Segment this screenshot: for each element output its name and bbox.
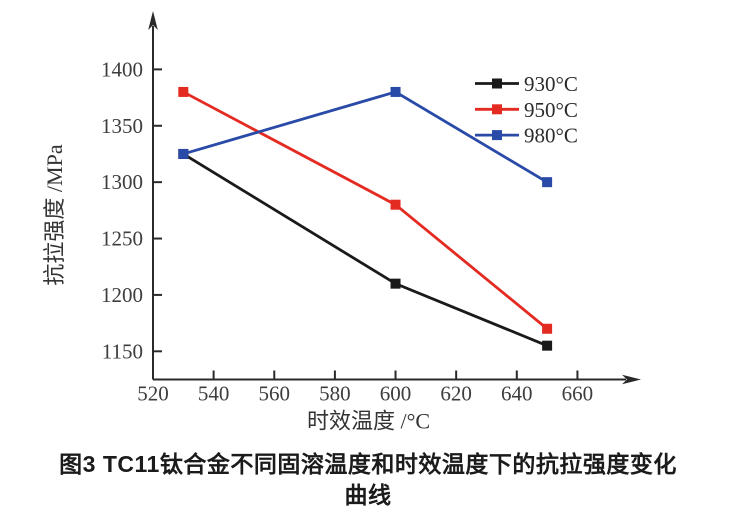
figure-caption: 图3 TC11钛合金不同固溶温度和时效温度下的抗拉强度变化 曲线 xyxy=(0,449,736,511)
data-point-marker xyxy=(390,86,401,97)
line-chart: 520 540 560 580 600 620 640 660 1150 1200 1250 1300… xyxy=(42,11,641,434)
legend-label: 930°C xyxy=(524,72,578,96)
y-tick-label: 1300 xyxy=(101,170,143,194)
legend-label: 980°C xyxy=(524,124,578,148)
y-tick-label: 1250 xyxy=(101,227,143,251)
legend-item: 980°C xyxy=(475,124,578,148)
data-point-marker xyxy=(390,199,401,210)
legend-label: 950°C xyxy=(524,98,578,122)
y-tick-label: 1400 xyxy=(101,57,143,81)
data-point-marker xyxy=(390,278,401,289)
data-point-marker xyxy=(178,86,189,97)
x-tick-label: 520 xyxy=(137,382,169,406)
series-930C xyxy=(178,148,553,351)
legend-marker-icon xyxy=(492,130,502,141)
data-point-marker xyxy=(542,340,553,351)
y-tick-label: 1350 xyxy=(101,114,143,138)
y-axis-arrow-icon xyxy=(148,11,158,30)
series-950C xyxy=(178,86,553,334)
x-tick-label: 540 xyxy=(198,382,230,406)
caption-line1: 图3 TC11钛合金不同固溶温度和时效温度下的抗拉强度变化 xyxy=(59,451,677,477)
caption-line2: 曲线 xyxy=(344,482,392,508)
x-tick-label: 620 xyxy=(440,382,472,406)
y-axis-title: 抗拉强度 /MPa xyxy=(42,144,67,285)
series-980C xyxy=(178,86,553,188)
x-tick-label: 560 xyxy=(259,382,291,406)
data-point-marker xyxy=(542,323,553,334)
x-axis-title: 时效温度 /°C xyxy=(307,409,430,434)
series-line xyxy=(182,90,549,330)
data-point-marker xyxy=(178,148,189,159)
y-tick-label: 1200 xyxy=(101,283,143,307)
data-point-marker xyxy=(542,177,553,188)
x-tick-label: 660 xyxy=(562,382,594,406)
x-tick-label: 580 xyxy=(319,382,351,406)
legend-marker-icon xyxy=(492,104,502,115)
legend-marker-icon xyxy=(492,78,502,89)
x-tick-label: 600 xyxy=(380,382,412,406)
legend-item: 950°C xyxy=(475,98,578,122)
x-axis-arrow-icon xyxy=(622,374,641,385)
legend-item: 930°C xyxy=(475,72,578,96)
series-line xyxy=(182,152,548,347)
y-tick-label: 1150 xyxy=(102,339,143,363)
x-tick-label: 640 xyxy=(501,382,533,406)
